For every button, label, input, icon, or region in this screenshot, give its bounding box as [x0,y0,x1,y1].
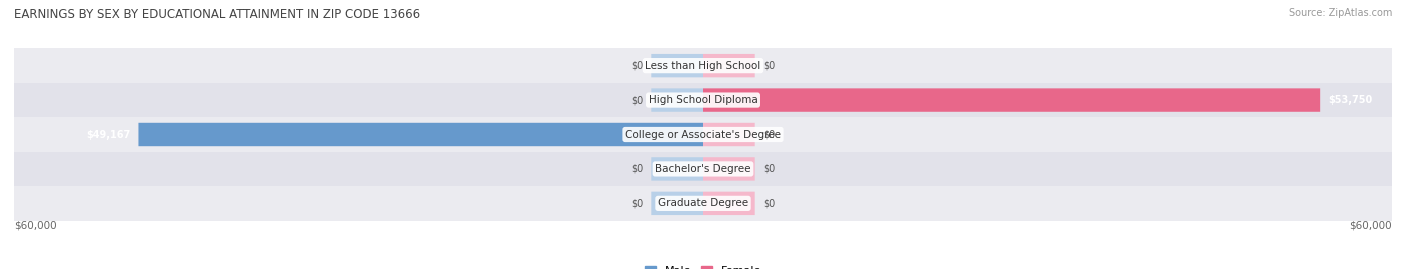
Bar [14,152,1392,186]
Text: College or Associate's Degree: College or Associate's Degree [626,129,780,140]
FancyBboxPatch shape [651,88,703,112]
FancyBboxPatch shape [703,123,755,146]
FancyBboxPatch shape [651,157,703,181]
Text: $0: $0 [631,61,643,71]
FancyBboxPatch shape [703,88,1320,112]
Text: $49,167: $49,167 [86,129,131,140]
Text: Graduate Degree: Graduate Degree [658,198,748,208]
FancyBboxPatch shape [651,54,703,77]
Text: $0: $0 [631,198,643,208]
Text: $53,750: $53,750 [1329,95,1372,105]
Text: $60,000: $60,000 [14,221,56,231]
FancyBboxPatch shape [703,192,755,215]
Text: $0: $0 [763,198,775,208]
Text: EARNINGS BY SEX BY EDUCATIONAL ATTAINMENT IN ZIP CODE 13666: EARNINGS BY SEX BY EDUCATIONAL ATTAINMEN… [14,8,420,21]
Text: $0: $0 [763,129,775,140]
Bar [14,48,1392,83]
Text: $0: $0 [763,61,775,71]
Bar [14,83,1392,117]
Text: $0: $0 [763,164,775,174]
Text: $60,000: $60,000 [1350,221,1392,231]
Text: Less than High School: Less than High School [645,61,761,71]
Text: Source: ZipAtlas.com: Source: ZipAtlas.com [1288,8,1392,18]
Text: Bachelor's Degree: Bachelor's Degree [655,164,751,174]
FancyBboxPatch shape [703,157,755,181]
Bar [14,186,1392,221]
Text: $0: $0 [631,95,643,105]
Text: $0: $0 [631,164,643,174]
Legend: Male, Female: Male, Female [641,261,765,269]
FancyBboxPatch shape [138,123,703,146]
FancyBboxPatch shape [651,192,703,215]
FancyBboxPatch shape [703,54,755,77]
Bar [14,117,1392,152]
Text: High School Diploma: High School Diploma [648,95,758,105]
